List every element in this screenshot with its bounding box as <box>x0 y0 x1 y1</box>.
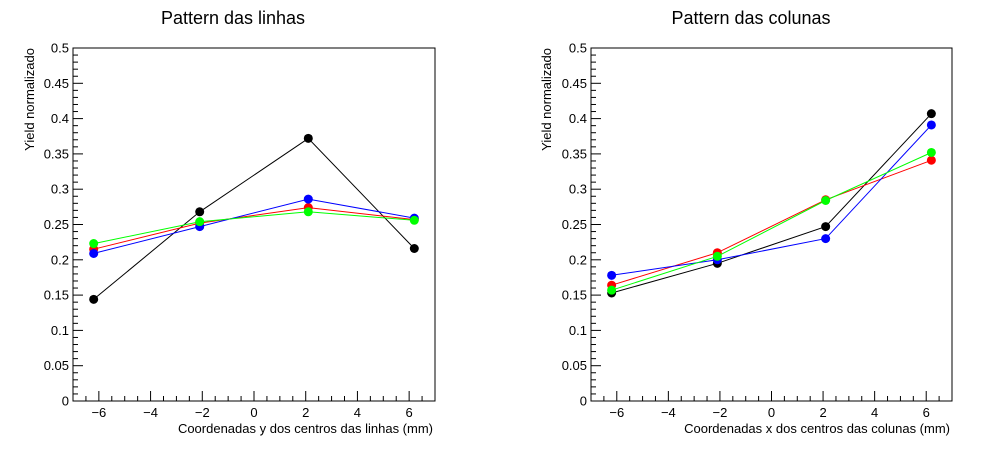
y-tick-label: 0.35 <box>562 146 587 161</box>
chart-title: Pattern das colunas <box>671 8 830 28</box>
y-tick-label: 0.3 <box>569 182 587 197</box>
chart-pattern-colunas: Pattern das colunas 0 0.05 0.1 0.15 0.2 0.25 0.… <box>539 8 953 436</box>
y-tick-label: 0.05 <box>44 358 69 373</box>
y-tick-label: 0.45 <box>562 76 587 91</box>
x-axis-label: Coordenadas x dos centros das colunas (m… <box>684 421 950 436</box>
x-tick-label: −4 <box>661 405 676 420</box>
y-tick-label: 0.05 <box>562 358 587 373</box>
y-axis-label: Yield normalizado <box>22 48 37 151</box>
x-tick-label: −6 <box>91 405 106 420</box>
y-tick-label: 0.2 <box>51 252 69 267</box>
plot-frame <box>590 47 953 402</box>
y-tick-label: 0.1 <box>51 323 69 338</box>
y-tick-label: 0 <box>62 394 69 409</box>
data-point <box>195 217 205 227</box>
y-tick-label: 0.25 <box>562 217 587 232</box>
series-line <box>93 211 415 245</box>
data-point <box>821 195 831 205</box>
y-tick-label: 0 <box>580 394 587 409</box>
y-tick-label: 0.2 <box>569 252 587 267</box>
y-tick-label: 0.15 <box>44 288 69 303</box>
x-tick-label: −2 <box>713 405 728 420</box>
series-line <box>611 159 932 286</box>
data-point <box>821 234 831 244</box>
x-tick-label: 6 <box>923 405 930 420</box>
data-point <box>607 285 617 295</box>
data-point <box>89 294 99 304</box>
data-point <box>821 222 831 232</box>
series-line <box>93 137 415 300</box>
data-point <box>303 133 313 143</box>
data-point <box>409 215 419 225</box>
data-point <box>303 194 313 204</box>
y-tick-label: 0.1 <box>569 323 587 338</box>
data-point <box>89 248 99 258</box>
y-axis-label: Yield normalizado <box>539 48 554 151</box>
data-point <box>195 207 205 217</box>
x-tick-label: 2 <box>302 405 309 420</box>
x-tick-label: 4 <box>871 405 878 420</box>
data-point <box>926 120 936 130</box>
data-point <box>89 239 99 249</box>
x-tick-label: 4 <box>354 405 361 420</box>
data-point <box>303 207 313 217</box>
x-tick-label: 0 <box>768 405 775 420</box>
y-tick-label: 0.3 <box>51 182 69 197</box>
series-line <box>611 113 932 294</box>
data-point <box>409 244 419 254</box>
y-tick-label: 0.45 <box>44 76 69 91</box>
chart-title: Pattern das linhas <box>161 8 305 28</box>
x-tick-label: 0 <box>250 405 257 420</box>
x-tick-label: −6 <box>609 405 624 420</box>
y-tick-label: 0.4 <box>51 111 69 126</box>
series-line <box>611 152 932 291</box>
y-tick-label: 0.25 <box>44 217 69 232</box>
x-tick-label: −4 <box>143 405 158 420</box>
y-tick-label: 0.5 <box>51 41 69 56</box>
data-point <box>926 109 936 119</box>
data-point <box>926 147 936 157</box>
y-tick-label: 0.15 <box>562 288 587 303</box>
x-axis-label: Coordenadas y dos centros das linhas (mm… <box>178 421 433 436</box>
x-tick-label: 6 <box>406 405 413 420</box>
series-line <box>611 124 932 276</box>
y-tick-label: 0.5 <box>569 41 587 56</box>
x-tick-label: 2 <box>819 405 826 420</box>
y-tick-label: 0.4 <box>569 111 587 126</box>
y-tick-label: 0.35 <box>44 146 69 161</box>
plot-frame <box>72 47 436 402</box>
data-point <box>607 270 617 280</box>
series-line <box>93 198 415 254</box>
chart-pattern-linhas: Pattern das linhas 0 0.05 0.1 0.15 0.2 0.25 0.3… <box>22 8 436 436</box>
x-tick-label: −2 <box>195 405 210 420</box>
data-point <box>712 251 722 261</box>
series-line <box>93 207 415 250</box>
data-point <box>926 155 936 165</box>
